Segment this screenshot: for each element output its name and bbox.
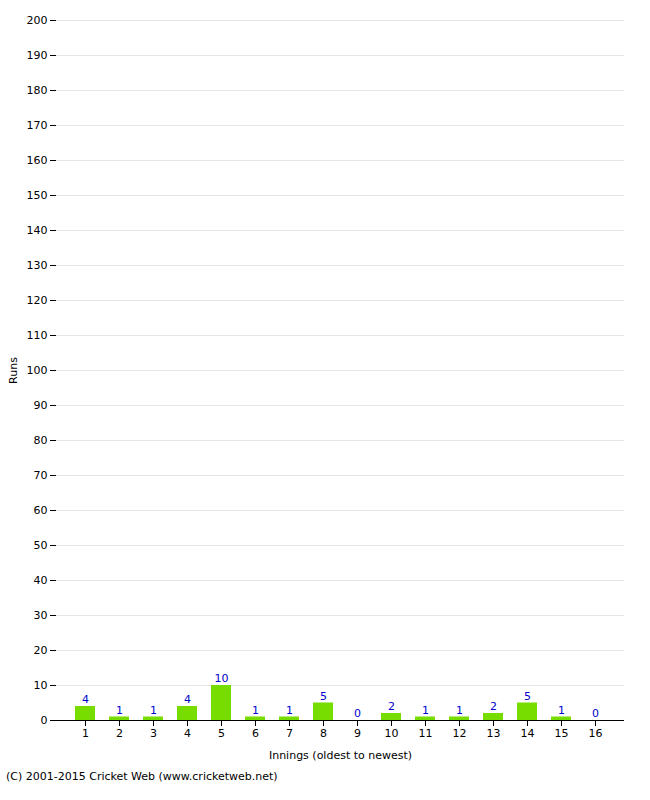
svg-text:60: 60 (34, 504, 48, 517)
svg-text:5: 5 (524, 690, 531, 703)
svg-text:8: 8 (320, 727, 327, 740)
svg-text:12: 12 (453, 727, 467, 740)
svg-text:4: 4 (82, 693, 89, 706)
svg-text:40: 40 (34, 574, 48, 587)
svg-text:9: 9 (354, 727, 361, 740)
svg-text:160: 160 (27, 154, 48, 167)
svg-text:2: 2 (490, 700, 497, 713)
svg-text:2: 2 (388, 700, 395, 713)
svg-text:14: 14 (521, 727, 535, 740)
svg-text:Runs: Runs (7, 357, 20, 384)
svg-text:16: 16 (589, 727, 603, 740)
svg-text:10: 10 (215, 672, 229, 685)
html-text:(C) 2001-2015 Cricket Web (www: (C) 2001-2015 Cricket Web (www.cricketwe… (6, 770, 278, 783)
svg-text:1: 1 (456, 704, 463, 717)
svg-text:130: 130 (27, 259, 48, 272)
svg-text:0: 0 (354, 707, 361, 720)
svg-text:4: 4 (184, 727, 191, 740)
svg-text:1: 1 (558, 704, 565, 717)
svg-text:4: 4 (184, 693, 191, 706)
svg-text:15: 15 (555, 727, 569, 740)
svg-text:80: 80 (34, 434, 48, 447)
svg-text:170: 170 (27, 119, 48, 132)
svg-text:Innings (oldest to newest): Innings (oldest to newest) (269, 749, 412, 762)
svg-text:50: 50 (34, 539, 48, 552)
svg-text:5: 5 (320, 690, 327, 703)
svg-text:30: 30 (34, 609, 48, 622)
svg-text:11: 11 (419, 727, 433, 740)
svg-text:180: 180 (27, 84, 48, 97)
svg-text:6: 6 (252, 727, 259, 740)
svg-text:2: 2 (116, 727, 123, 740)
svg-text:10: 10 (385, 727, 399, 740)
svg-text:1: 1 (116, 704, 123, 717)
svg-text:120: 120 (27, 294, 48, 307)
svg-text:110: 110 (27, 329, 48, 342)
svg-text:3: 3 (150, 727, 157, 740)
svg-text:1: 1 (82, 727, 89, 740)
svg-text:10: 10 (34, 679, 48, 692)
svg-text:100: 100 (27, 364, 48, 377)
svg-text:5: 5 (218, 727, 225, 740)
svg-text:0: 0 (41, 714, 48, 727)
svg-text:1: 1 (252, 704, 259, 717)
svg-text:1: 1 (286, 704, 293, 717)
svg-text:7: 7 (286, 727, 293, 740)
svg-text:0: 0 (592, 707, 599, 720)
svg-text:1: 1 (422, 704, 429, 717)
svg-text:150: 150 (27, 189, 48, 202)
svg-text:1: 1 (150, 704, 157, 717)
svg-text:13: 13 (487, 727, 501, 740)
svg-text:200: 200 (27, 14, 48, 27)
svg-text:190: 190 (27, 49, 48, 62)
svg-text:90: 90 (34, 399, 48, 412)
svg-text:20: 20 (34, 644, 48, 657)
svg-text:140: 140 (27, 224, 48, 237)
svg-text:70: 70 (34, 469, 48, 482)
